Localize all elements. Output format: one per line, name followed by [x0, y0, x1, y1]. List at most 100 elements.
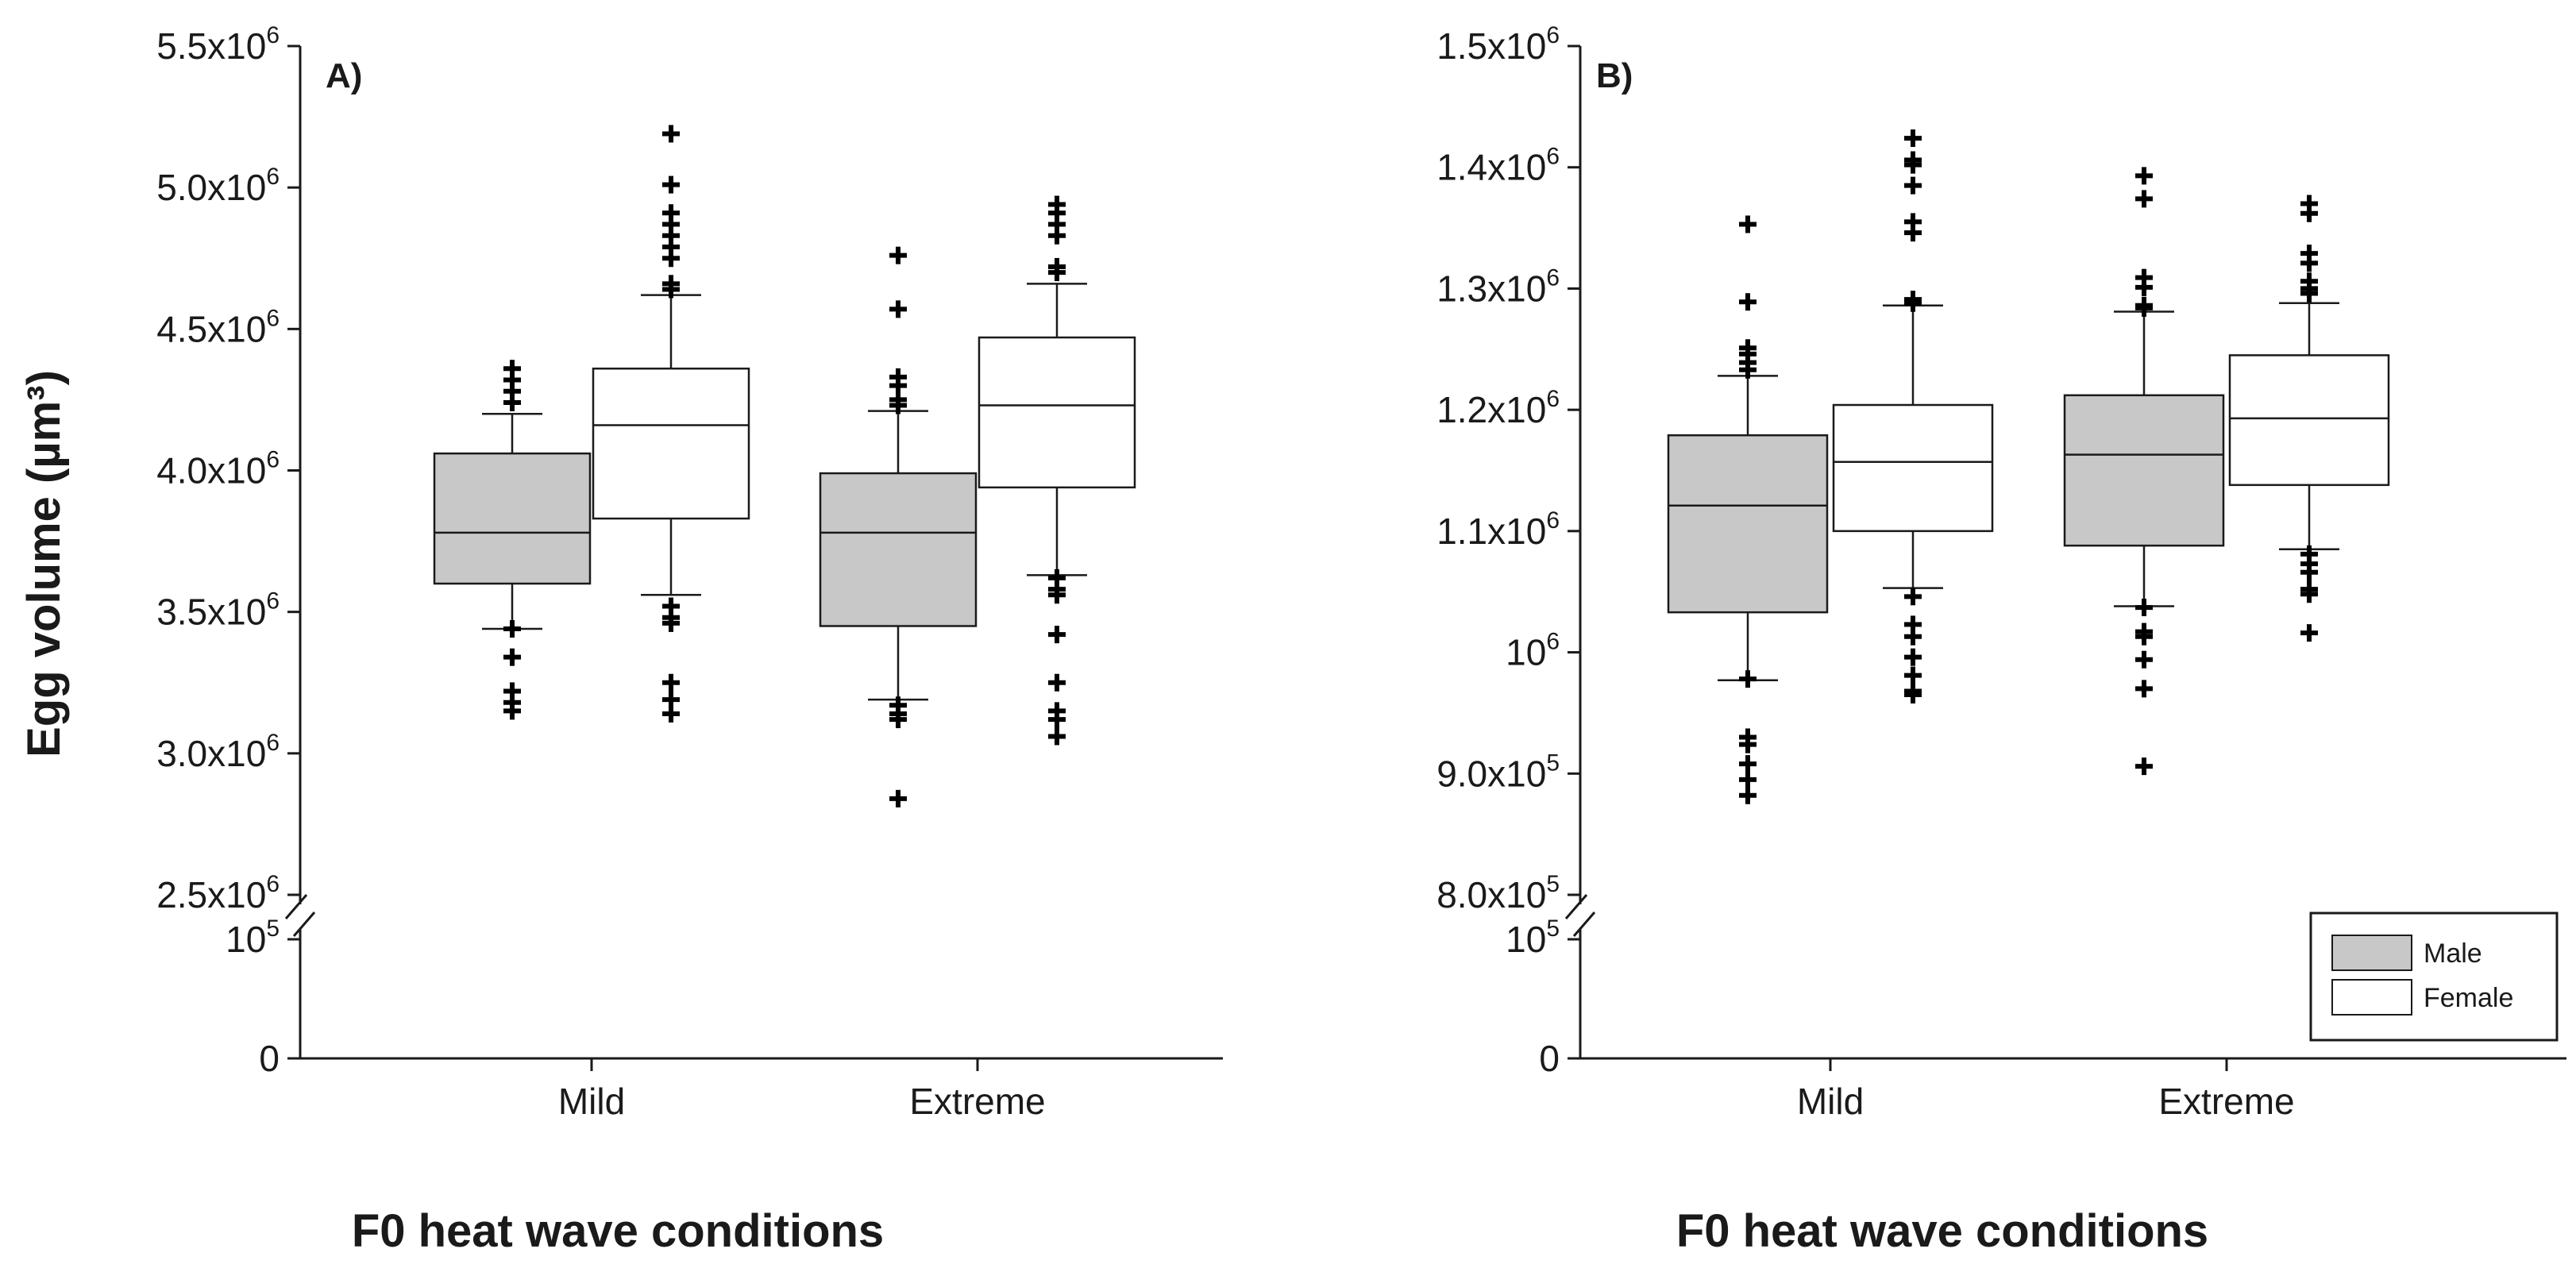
outlier-point [889, 246, 907, 264]
outlier-point [2135, 680, 2153, 698]
outlier-point [1904, 224, 1922, 242]
y-tick-label: 5.0x106 [156, 164, 280, 208]
box-male [819, 472, 978, 627]
outlier-point [662, 280, 680, 299]
legend-frame [2309, 911, 2559, 1042]
outlier-point [889, 396, 907, 414]
outlier-point [889, 789, 907, 807]
outlier-point [1739, 755, 1757, 773]
outlier-point [2135, 650, 2153, 669]
outlier-point [1739, 670, 1757, 688]
x-category-label: Mild [1797, 1081, 1864, 1122]
outlier-point [503, 702, 521, 720]
outlier-point [1048, 586, 1066, 604]
outlier-point [1904, 648, 1922, 666]
outlier-point [2135, 278, 2153, 296]
box-female [592, 367, 750, 520]
axis-break-mark [292, 911, 316, 937]
x-category-label: Extreme [909, 1081, 1045, 1122]
y-tick-label: 5.5x106 [156, 22, 280, 67]
y-tick-label: 0 [259, 1038, 280, 1079]
outlier-point [1048, 264, 1066, 282]
outlier-point [1904, 666, 1922, 684]
y-tick-label: 3.5x106 [156, 588, 280, 633]
outlier-point [662, 673, 680, 692]
y-tick-label: 0 [1539, 1038, 1560, 1079]
x-axis-title-b: F0 heat wave conditions [1676, 1205, 2208, 1257]
outlier-point [1739, 770, 1757, 788]
outlier-point [1739, 360, 1757, 379]
panel-b: 1.5x106 1.4x106 1.3x106 1.2x106 1.1x106 106 9.… [1436, 22, 2566, 1122]
y-tick-label: 1.4x106 [1436, 144, 1560, 188]
y-tick-label: 105 [226, 915, 280, 960]
outlier-point [1904, 129, 1922, 148]
outlier-point [889, 300, 907, 318]
outlier-point [1048, 226, 1066, 245]
outlier-point [1904, 156, 1922, 174]
outlier-point [2135, 627, 2153, 646]
outlier-point [2135, 757, 2153, 776]
y-tick-label: 106 [1506, 629, 1560, 673]
outlier-point [662, 704, 680, 723]
outlier-point [662, 125, 680, 143]
outlier-point [2135, 167, 2153, 185]
axis-break-mark [1572, 911, 1596, 937]
y-tick-label: 9.0x105 [1436, 750, 1560, 794]
y-tick-label: 8.0x105 [1436, 871, 1560, 915]
y-tick-label: 1.5x106 [1436, 22, 1560, 67]
outlier-point [2135, 299, 2153, 317]
legend-swatch-female [2331, 979, 2412, 1016]
outlier-point [503, 620, 521, 638]
legend-label-female: Female [2424, 983, 2513, 1013]
outlier-point [2300, 204, 2318, 222]
outlier-point [1904, 686, 1922, 704]
outlier-point [1904, 627, 1922, 646]
y-tick-label: 4.0x106 [156, 447, 280, 491]
outlier-point [1048, 626, 1066, 644]
outlier-point [1739, 786, 1757, 804]
axis-break-mark [284, 894, 308, 919]
y-tick-label: 3.0x106 [156, 730, 280, 774]
box-female [1832, 403, 1994, 533]
outlier-point [1739, 215, 1757, 233]
axis-break-mark [1564, 894, 1588, 919]
outlier-point [662, 249, 680, 268]
y-axis-title: Egg volume (µm³) [18, 370, 70, 757]
outlier-point [1048, 711, 1066, 729]
outlier-point [503, 393, 521, 411]
outlier-point [2300, 254, 2318, 272]
x-category-label: Mild [558, 1081, 625, 1122]
panel-label: A) [326, 56, 362, 95]
outlier-point [503, 648, 521, 666]
panel-a: 5.5x106 5.0x106 4.5x106 4.0x106 3.5x106 3.0x1… [156, 22, 1223, 1122]
y-tick-label: 4.5x106 [156, 305, 280, 349]
outlier-point [662, 614, 680, 632]
outlier-point [1048, 673, 1066, 692]
x-category-label: Extreme [2158, 1081, 2294, 1122]
outlier-point [2300, 585, 2318, 603]
box-female [2228, 354, 2390, 487]
outlier-point [662, 175, 680, 194]
outlier-point [2135, 190, 2153, 208]
legend-label-male: Male [2424, 938, 2482, 969]
y-tick-label: 1.1x106 [1436, 507, 1560, 552]
outlier-point [1904, 294, 1922, 312]
outlier-point [2300, 624, 2318, 642]
box-male [2063, 394, 2225, 547]
box-male [1667, 434, 1829, 614]
outlier-point [2300, 563, 2318, 581]
box-female [978, 336, 1136, 489]
x-axis-title-a: F0 heat wave conditions [352, 1205, 884, 1257]
y-tick-label: 1.2x106 [1436, 386, 1560, 430]
outlier-point [1048, 727, 1066, 746]
box-male [433, 452, 592, 585]
legend: Male Female [2309, 911, 2559, 1042]
outlier-point [1904, 588, 1922, 606]
outlier-point [889, 711, 907, 729]
outlier-point [1739, 293, 1757, 311]
y-tick-label: 1.3x106 [1436, 264, 1560, 309]
panel-label: B) [1596, 56, 1633, 95]
outlier-point [2300, 284, 2318, 303]
outlier-point [1904, 176, 1922, 195]
y-tick-label: 2.5x106 [156, 871, 280, 915]
